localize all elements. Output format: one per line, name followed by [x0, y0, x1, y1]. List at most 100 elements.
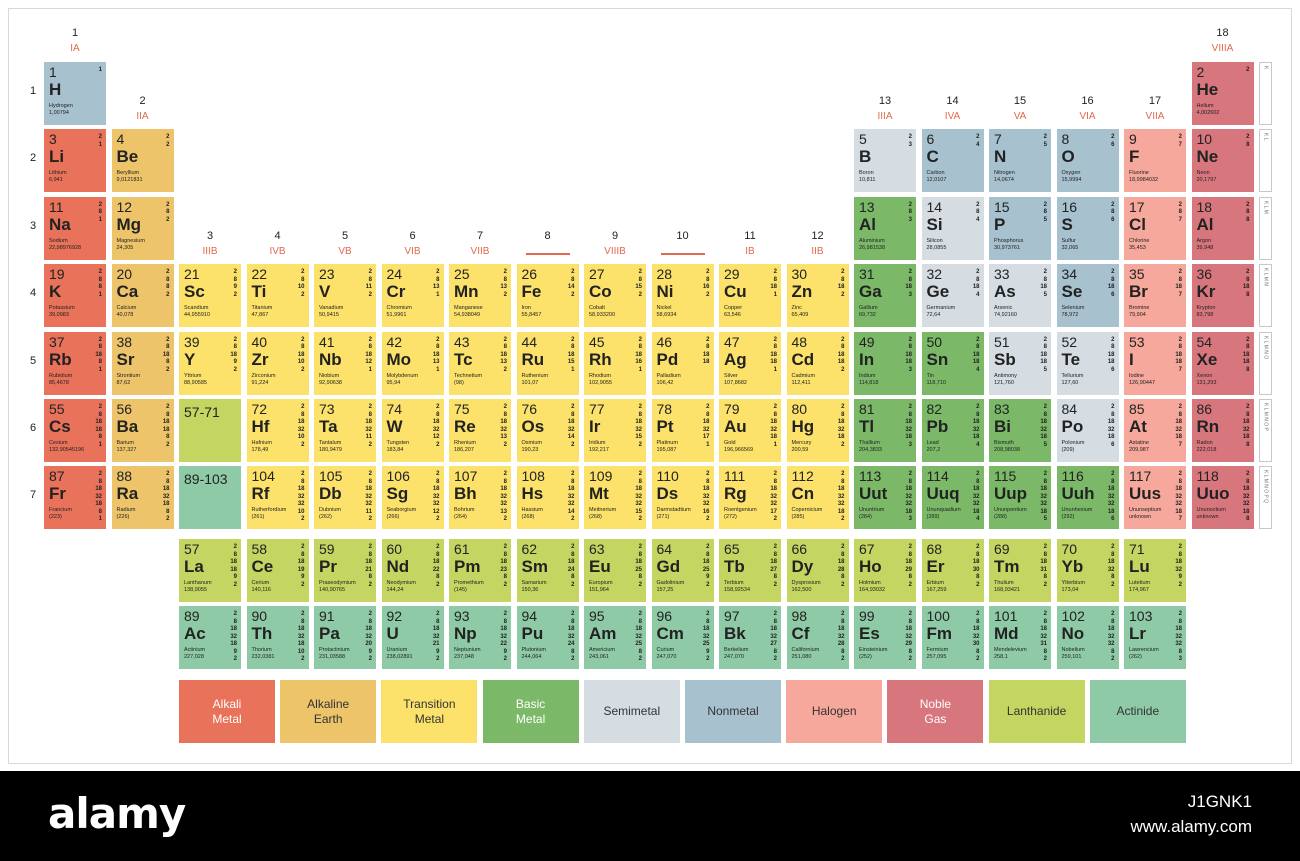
element-cell-sb[interactable]: 51 Sb Antimony 121,760 2 8 18 18 5 — [989, 331, 1051, 395]
element-cell-hs[interactable]: 108 Hs Hassium (268) 2 8 18 32 32 14 2 — [516, 466, 579, 530]
element-cell-rg[interactable]: 111 Rg Roentgenium (272) 2 8 18 32 32 17 2 — [719, 466, 781, 530]
element-cell-sc[interactable]: 21 Sc Scandium 44,955910 2 8 9 2 — [179, 264, 241, 328]
element-cell-rb[interactable]: 37 Rb Rubidium 85,4678 2 8 18 8 1 — [44, 331, 106, 395]
element-cell-bk[interactable]: 97 Bk Berkelium 247,070 2 8 18 32 27 8 2 — [719, 606, 781, 669]
element-cell-am[interactable]: 95 Am Americium 243,061 2 8 18 32 25 8 2 — [584, 606, 646, 669]
element-cell-uus[interactable]: 117 Uus Ununseptium unknown 2 8 18 32 32 18 … — [1124, 466, 1186, 530]
element-cell-re[interactable]: 75 Re Rhenium 186,207 2 8 18 32 13 2 — [449, 399, 511, 462]
element-cell-tm[interactable]: 69 Tm Thulium 168,93421 2 8 18 31 8 2 — [989, 539, 1051, 602]
element-cell-hg[interactable]: 80 Hg Mercury 200,59 2 8 18 32 18 2 — [786, 399, 849, 462]
element-cell-cl[interactable]: 17 Cl Chlorine 35,453 2 8 7 — [1124, 196, 1186, 260]
element-cell-cn[interactable]: 112 Cn Copernicium (285) 2 8 18 32 32 18 2 — [786, 466, 849, 530]
element-cell-pu[interactable]: 94 Pu Plutonium 244,064 2 8 18 32 24 8 2 — [516, 606, 579, 669]
element-cell-at[interactable]: 85 At Astatine 209,987 2 8 18 32 18 7 — [1124, 399, 1186, 462]
element-cell-kr[interactable]: 36 Kr Krypton 83,798 2 8 18 8 — [1191, 264, 1254, 328]
element-cell-np[interactable]: 93 Np Neptunium 237,048 2 8 18 32 22 9 2 — [449, 606, 511, 669]
element-cell-po[interactable]: 84 Po Polonium (209) 2 8 18 32 18 6 — [1056, 399, 1119, 462]
element-cell-sr[interactable]: 38 Sr Strontium 87,62 2 8 18 8 2 — [111, 331, 174, 395]
element-cell-dy[interactable]: 66 Dy Dysprosium 162,500 2 8 18 28 8 2 — [786, 539, 849, 602]
element-cell-pd[interactable]: 46 Pd Palladium 106,42 2 8 18 18 — [651, 331, 714, 395]
element-cell-te[interactable]: 52 Te Tellurium 127,60 2 8 18 18 6 — [1056, 331, 1119, 395]
element-cell-br[interactable]: 35 Br Bromine 79,904 2 8 18 7 — [1124, 264, 1186, 328]
element-cell-y[interactable]: 39 Y Yttrium 88,90585 2 8 18 9 2 — [179, 331, 241, 395]
element-cell-uut[interactable]: 113 Uut Ununtrium (284) 2 8 18 32 32 18 3 — [854, 466, 916, 530]
element-cell-no[interactable]: 102 No Nobelium 259,101 2 8 18 32 32 8 2 — [1056, 606, 1119, 669]
element-cell-es[interactable]: 99 Es Einsteinium (252) 2 8 18 32 29 8 2 — [854, 606, 916, 669]
element-cell-v[interactable]: 23 V Vanadium 50,9415 2 8 11 2 — [314, 264, 376, 328]
element-cell-fr[interactable]: 87 Fr Francium (223) 2 8 18 32 18 8 1 — [44, 466, 106, 530]
element-cell-mg[interactable]: 12 Mg Magnesium 24,305 2 8 2 — [111, 196, 174, 260]
element-cell-b[interactable]: 5 B Boron 10,811 2 3 — [854, 129, 916, 193]
element-cell-ru[interactable]: 44 Ru Ruthenium 101,07 2 8 18 15 1 — [516, 331, 579, 395]
element-cell-k[interactable]: 19 K Potassium 39,0983 2 8 8 1 — [44, 264, 106, 328]
element-cell-ba[interactable]: 56 Ba Barium 137,327 2 8 18 18 8 2 — [111, 399, 174, 462]
element-cell-ne[interactable]: 10 Ne Neon 20,1797 2 8 — [1191, 129, 1254, 193]
element-cell-lu[interactable]: 71 Lu Lutetium 174,967 2 8 18 32 9 2 — [1124, 539, 1186, 602]
element-cell-gd[interactable]: 64 Gd Gadolinium 157,25 2 8 18 25 9 2 — [651, 539, 714, 602]
element-cell-c[interactable]: 6 C Carbon 12,0107 2 4 — [921, 129, 984, 193]
element-cell-co[interactable]: 27 Co Cobalt 58,933200 2 8 15 2 — [584, 264, 646, 328]
element-cell-cs[interactable]: 55 Cs Cesium 132,90545196 2 8 18 18 8 1 — [44, 399, 106, 462]
element-cell-mo[interactable]: 42 Mo Molybdenum 95,94 2 8 18 13 1 — [381, 331, 444, 395]
element-cell-i[interactable]: 53 I Iodine 126,90447 2 8 18 18 7 — [1124, 331, 1186, 395]
element-cell-al[interactable]: 13 Al Aluminium 26,981538 2 8 3 — [854, 196, 916, 260]
element-cell-md[interactable]: 101 Md Mendelevium 258,1 2 8 18 32 31 8 2 — [989, 606, 1051, 669]
element-cell-ag[interactable]: 47 Ag Silver 107,8682 2 8 18 18 1 — [719, 331, 781, 395]
element-cell-ge[interactable]: 32 Ge Germanium 72,64 2 8 18 4 — [921, 264, 984, 328]
element-cell-uuq[interactable]: 114 Uuq Ununquadium (289) 2 8 18 32 32 18 4 — [921, 466, 984, 530]
element-cell-ce[interactable]: 58 Ce Cerium 140,116 2 8 18 19 9 2 — [246, 539, 309, 602]
element-cell-ca[interactable]: 20 Ca Calcium 40,078 2 8 8 2 — [111, 264, 174, 328]
element-cell-in[interactable]: 49 In Indium 114,818 2 8 18 18 3 — [854, 331, 916, 395]
element-cell-uuo[interactable]: 118 Uuo Ununoctium unknown 2 8 18 32 32 18 8 — [1191, 466, 1254, 530]
element-cell-cf[interactable]: 98 Cf Californium 251,080 2 8 18 32 28 8 2 — [786, 606, 849, 669]
element-cell-se[interactable]: 34 Se Selenium 78,972 2 8 18 6 — [1056, 264, 1119, 328]
element-cell-pb[interactable]: 82 Pb Lead 207,2 2 8 18 32 18 4 — [921, 399, 984, 462]
element-cell-as[interactable]: 33 As Arsenic 74,92160 2 8 18 5 — [989, 264, 1051, 328]
element-cell-fm[interactable]: 100 Fm Fermium 257,095 2 8 18 32 30 8 2 — [921, 606, 984, 669]
element-cell-eu[interactable]: 63 Eu Europium 151,964 2 8 18 25 8 2 — [584, 539, 646, 602]
element-cell-li[interactable]: 3 Li Lithium 6,941 2 1 — [44, 129, 106, 193]
element-cell-sg[interactable]: 106 Sg Seaborgium (266) 2 8 18 32 32 12 2 — [381, 466, 444, 530]
element-cell-pr[interactable]: 59 Pr Praseodymium 140,90765 2 8 18 21 8 2 — [314, 539, 376, 602]
element-cell-tc[interactable]: 43 Tc Technetium (98) 2 8 18 13 2 — [449, 331, 511, 395]
element-cell-ac[interactable]: 89 Ac Actinium 227,028 2 8 18 32 18 9 2 — [179, 606, 241, 669]
element-cell-ta[interactable]: 73 Ta Tantalum 180,9479 2 8 18 32 11 2 — [314, 399, 376, 462]
element-cell-ti[interactable]: 22 Ti Titanium 47,867 2 8 10 2 — [246, 264, 309, 328]
element-cell-be[interactable]: 4 Be Beryllium 9,0121831 2 2 — [111, 129, 174, 193]
element-cell-f[interactable]: 9 F Fluorine 18,9984032 2 7 — [1124, 129, 1186, 193]
element-cell-zn[interactable]: 30 Zn Zinc 65,409 2 8 18 2 — [786, 264, 849, 328]
element-cell-n[interactable]: 7 N Nitrogen 14,0674 2 5 — [989, 129, 1051, 193]
element-cell-w[interactable]: 74 W Tungsten 183,84 2 8 18 32 12 2 — [381, 399, 444, 462]
element-cell-ds[interactable]: 110 Ds Darmstadtium (271) 2 8 18 32 32 16 2 — [651, 466, 714, 530]
element-cell-u[interactable]: 92 U Uranium 238,02891 2 8 18 32 21 9 2 — [381, 606, 444, 669]
element-cell-fe[interactable]: 26 Fe Iron 55,8457 2 8 14 2 — [516, 264, 579, 328]
element-cell-lr[interactable]: 103 Lr Lawrencium (262) 2 8 18 32 32 8 3 — [1124, 606, 1186, 669]
element-cell-uup[interactable]: 115 Uup Ununpentium (288) 2 8 18 32 32 18 5 — [989, 466, 1051, 530]
element-cell-he[interactable]: 2 He Helium 4,002602 2 — [1191, 62, 1254, 125]
element-cell-tb[interactable]: 65 Tb Terbium 158,92534 2 8 18 27 8 2 — [719, 539, 781, 602]
element-cell-hf[interactable]: 72 Hf Hafnium 178,49 2 8 18 32 10 2 — [246, 399, 309, 462]
element-cell-ga[interactable]: 31 Ga Gallium 69,732 2 8 18 3 — [854, 264, 916, 328]
element-cell-o[interactable]: 8 O Oxygen 15,9994 2 6 — [1056, 129, 1119, 193]
element-cell-os[interactable]: 76 Os Osmium 190,23 2 8 18 32 14 2 — [516, 399, 579, 462]
element-cell-mn[interactable]: 25 Mn Manganese 54,938049 2 8 13 2 — [449, 264, 511, 328]
element-cell-yb[interactable]: 70 Yb Ytterbium 173,04 2 8 18 32 8 2 — [1056, 539, 1119, 602]
element-cell-s[interactable]: 16 S Sulfur 32,065 2 8 6 — [1056, 196, 1119, 260]
element-cell-rn[interactable]: 86 Rn Radon 222,018 2 8 18 32 18 8 — [1191, 399, 1254, 462]
element-cell-nd[interactable]: 60 Nd Neodymium 144,24 2 8 18 22 8 2 — [381, 539, 444, 602]
element-cell-xe[interactable]: 54 Xe Xenon 131,293 2 8 18 18 8 — [1191, 331, 1254, 395]
element-cell-pm[interactable]: 61 Pm Promethium (145) 2 8 18 23 8 2 — [449, 539, 511, 602]
element-cell-au[interactable]: 79 Au Gold 196,966569 2 8 18 32 18 1 — [719, 399, 781, 462]
element-cell-cd[interactable]: 48 Cd Cadmium 112,411 2 8 18 18 2 — [786, 331, 849, 395]
element-cell-er[interactable]: 68 Er Erbium 167,259 2 8 18 30 8 2 — [921, 539, 984, 602]
element-cell-cm[interactable]: 96 Cm Curium 247,070 2 8 18 32 25 9 2 — [651, 606, 714, 669]
element-cell-ir[interactable]: 77 Ir Iridium 192,217 2 8 18 32 15 2 — [584, 399, 646, 462]
element-cell-h[interactable]: 1 H Hydrogen 1,00794 1 — [44, 62, 106, 125]
element-cell-bh[interactable]: 107 Bh Bohrium (264) 2 8 18 32 32 13 2 — [449, 466, 511, 530]
element-cell-db[interactable]: 105 Db Dubnium (262) 2 8 18 32 32 11 2 — [314, 466, 376, 530]
element-cell-ra[interactable]: 88 Ra Radium (226) 2 8 18 32 18 8 2 — [111, 466, 174, 530]
element-cell-zr[interactable]: 40 Zr Zirconium 91,224 2 8 18 10 2 — [246, 331, 309, 395]
element-cell-la[interactable]: 57 La Lanthanum 138,9055 2 8 18 18 9 2 — [179, 539, 241, 602]
element-cell-sn[interactable]: 50 Sn Tin 118,710 2 8 18 18 4 — [921, 331, 984, 395]
element-cell-uuh[interactable]: 116 Uuh Ununhexium (292) 2 8 18 32 32 18 6 — [1056, 466, 1119, 530]
